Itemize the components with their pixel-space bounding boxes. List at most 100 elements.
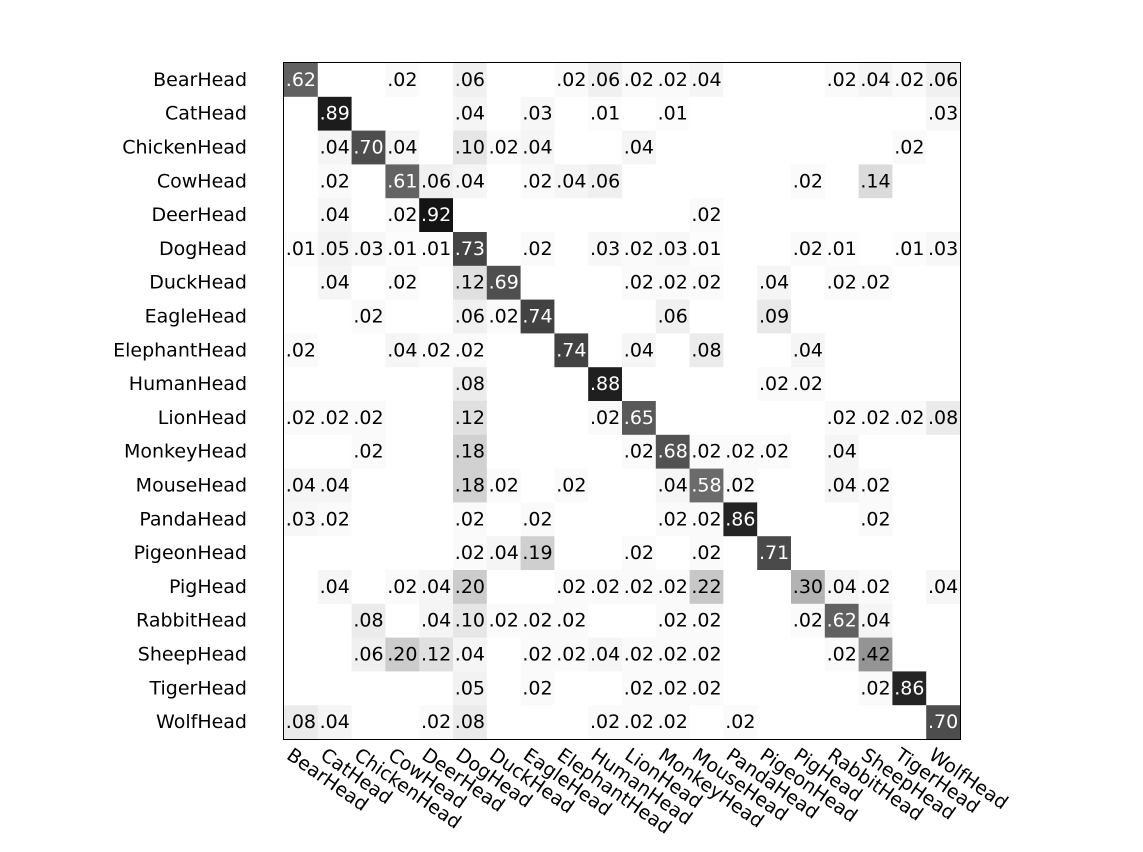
cell-value-label: .02 [691, 610, 721, 632]
heatmap-cell [892, 637, 927, 672]
cell-value-label: .70 [353, 137, 383, 159]
cell-value-label: .02 [658, 272, 688, 294]
heatmap-cell [284, 299, 319, 334]
heatmap-cell [385, 265, 420, 300]
heatmap-cell [520, 367, 555, 402]
cell-value-label: .04 [320, 576, 350, 598]
cell-value-label: .08 [455, 373, 485, 395]
heatmap-cell [858, 434, 893, 469]
cell-value-label: .02 [691, 677, 721, 699]
heatmap-cell [791, 637, 826, 672]
heatmap-cell [554, 637, 589, 672]
heatmap-cell [453, 96, 488, 131]
heatmap-cell [791, 434, 826, 469]
heatmap-cell [284, 502, 319, 537]
cell-value-label: .22 [691, 576, 721, 598]
heatmap-cell [757, 401, 792, 436]
heatmap-cell [791, 265, 826, 300]
cell-value-label: .02 [489, 475, 519, 497]
cell-value-label: .08 [928, 407, 958, 429]
heatmap-cell [622, 603, 657, 638]
heatmap-cell [926, 96, 961, 131]
heatmap-cell [520, 130, 555, 165]
heatmap-cell [757, 130, 792, 165]
heatmap-cell [689, 502, 724, 537]
heatmap-cell [622, 299, 657, 334]
cell-value-label: .04 [827, 475, 857, 497]
heatmap-cell [757, 198, 792, 233]
cell-value-label: .01 [286, 238, 316, 260]
cell-text-layer: .62.02.06.02.06.02.02.04.02.04.02.06.89.… [286, 69, 958, 733]
heatmap-cell [317, 468, 352, 503]
row-label: MonkeyHead [124, 441, 247, 463]
heatmap-cell [824, 96, 859, 131]
heatmap-cell [284, 637, 319, 672]
cell-value-label: .02 [624, 711, 654, 733]
heatmap-cell [757, 536, 792, 571]
cell-value-label: .71 [759, 542, 789, 564]
heatmap-cell [351, 502, 386, 537]
heatmap-cell [757, 570, 792, 605]
heatmap-cell [486, 265, 521, 300]
heatmap-cell [723, 468, 758, 503]
heatmap-cell [723, 401, 758, 436]
heatmap-cell [486, 367, 521, 402]
heatmap-cell [317, 502, 352, 537]
heatmap-cell [385, 705, 420, 740]
cell-value-label: .04 [387, 339, 417, 361]
heatmap-cell [689, 130, 724, 165]
heatmap-cell [520, 63, 555, 98]
cell-value-label: .06 [590, 69, 620, 91]
heatmap-cell [486, 130, 521, 165]
cell-value-label: .02 [691, 542, 721, 564]
cell-value-label: .02 [556, 576, 586, 598]
cell-value-label: .04 [928, 576, 958, 598]
cell-value-label: .04 [455, 644, 485, 666]
heatmap-cell [419, 401, 454, 436]
heatmap-cell [588, 164, 623, 199]
heatmap-cell [824, 265, 859, 300]
cell-value-label: .18 [455, 441, 485, 463]
heatmap-cell [351, 671, 386, 706]
cell-value-label: .70 [928, 711, 958, 733]
heatmap-cell [757, 502, 792, 537]
heatmap-cell [791, 367, 826, 402]
cell-value-label: .04 [421, 576, 451, 598]
heatmap-cell [554, 333, 589, 368]
cell-value-label: .03 [658, 238, 688, 260]
heatmap-cell [622, 637, 657, 672]
heatmap-cell [520, 401, 555, 436]
heatmap-cell [486, 333, 521, 368]
heatmap-cell [588, 671, 623, 706]
cell-value-label: .02 [860, 407, 890, 429]
cell-value-label: .12 [421, 644, 451, 666]
cell-value-label: .04 [387, 137, 417, 159]
cell-value-label: .10 [455, 137, 485, 159]
heatmap-cell [892, 333, 927, 368]
cell-value-label: .02 [691, 272, 721, 294]
row-label: TigerHead [148, 677, 247, 699]
heatmap-cell [554, 401, 589, 436]
heatmap-cell [453, 603, 488, 638]
cell-value-label: .86 [894, 677, 924, 699]
heatmap-cell [351, 198, 386, 233]
heatmap-cell [723, 164, 758, 199]
cell-value-label: .18 [455, 475, 485, 497]
cell-value-label: .04 [691, 69, 721, 91]
heatmap-cell [858, 401, 893, 436]
cell-value-label: .01 [590, 103, 620, 125]
heatmap-cell [486, 603, 521, 638]
cell-value-label: .04 [827, 576, 857, 598]
heatmap-cell [317, 130, 352, 165]
heatmap-cell [824, 164, 859, 199]
heatmap-cell [689, 671, 724, 706]
heatmap-cell [554, 536, 589, 571]
heatmap-cell [554, 265, 589, 300]
cell-value-label: .06 [421, 170, 451, 192]
heatmap-cell [284, 367, 319, 402]
heatmap-cell [655, 637, 690, 672]
col-labels-layer: BearHeadCatHeadChickenHeadCowHeadDeerHea… [283, 743, 1012, 838]
heatmap-cell [757, 232, 792, 267]
heatmap-cell [723, 265, 758, 300]
cell-value-label: .62 [286, 69, 316, 91]
